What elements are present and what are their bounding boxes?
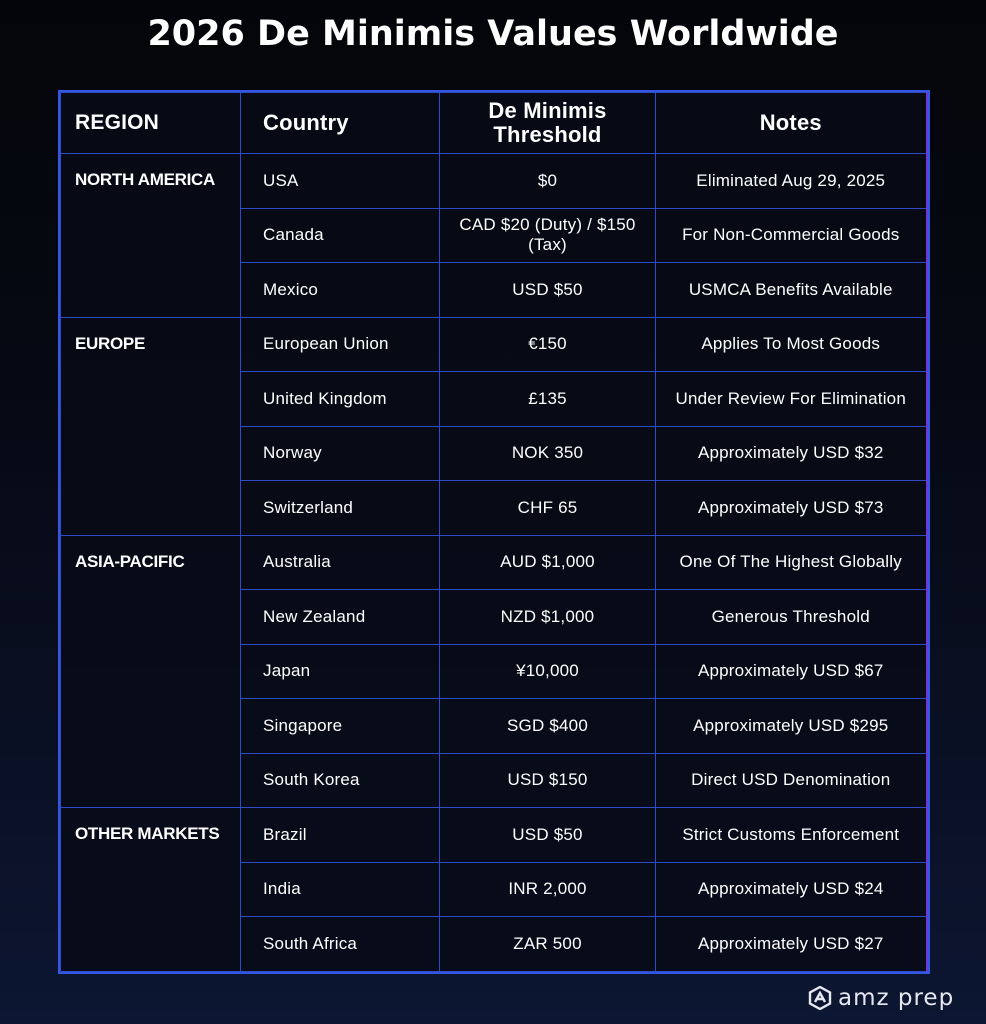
header-cell: REGION	[60, 92, 241, 154]
country-cell: United Kingdom	[240, 371, 440, 427]
threshold-cell: £135	[439, 371, 656, 427]
table-row: NORTH AMERICA USA $0 Eliminated Aug 29, 202…	[60, 153, 928, 318]
table-row: Norway NOK 350 Approximately USD $32	[61, 425, 928, 481]
threshold-cell: NOK 350	[439, 425, 656, 481]
country-cell: India	[240, 861, 440, 917]
region-cell: OTHER MARKETS	[60, 807, 241, 972]
table-row: South Korea USD $150 Direct USD Denominati…	[61, 752, 928, 808]
notes-cell: Approximately USD $32	[655, 425, 928, 481]
table-row: EUROPE European Union €150 Applies To Most …	[60, 316, 928, 536]
country-cell: South Africa	[240, 916, 440, 972]
table-row: Canada CAD $20 (Duty) / $150 (Tax) For Non…	[61, 207, 928, 263]
de-minimis-table: REGION Country De Minimis Threshold Notes N…	[58, 90, 930, 974]
country-cell: Mexico	[240, 262, 440, 318]
region-cell: ASIA-PACIFIC	[60, 534, 241, 808]
country-cell: Switzerland	[240, 480, 440, 536]
country-cell: European Union	[240, 316, 440, 372]
threshold-cell: ZAR 500	[439, 916, 656, 972]
notes-cell: Applies To Most Goods	[655, 316, 928, 372]
country-cell: Norway	[240, 425, 440, 481]
threshold-cell: CAD $20 (Duty) / $150 (Tax)	[439, 207, 656, 263]
notes-cell: Under Review For Elimination	[655, 371, 928, 427]
country-cell: Japan	[240, 643, 440, 699]
notes-cell: Strict Customs Enforcement	[655, 807, 928, 863]
country-cell: Brazil	[240, 807, 440, 863]
country-cell: New Zealand	[240, 589, 440, 645]
table-row: Japan ¥10,000 Approximately USD $67	[61, 643, 928, 699]
notes-cell: For Non-Commercial Goods	[655, 207, 928, 263]
header-row: REGION Country De Minimis Threshold Notes	[60, 92, 928, 154]
header-cell: De Minimis Threshold	[439, 92, 656, 154]
table-row: ASIA-PACIFIC Australia AUD $1,000 One Of Th…	[60, 534, 928, 808]
threshold-cell: NZD $1,000	[439, 589, 656, 645]
notes-cell: Approximately USD $73	[655, 480, 928, 536]
title: 2026 De Minimis Values Worldwide	[147, 14, 839, 54]
notes-cell: Eliminated Aug 29, 2025	[655, 153, 928, 209]
country-cell: Canada	[240, 207, 440, 263]
notes-cell: Approximately USD $67	[655, 643, 928, 699]
country-cell: Australia	[240, 534, 440, 590]
table-row: India INR 2,000 Approximately USD $24	[61, 861, 928, 917]
logo-text: amz prep	[838, 985, 955, 1011]
notes-cell: One Of The Highest Globally	[655, 534, 928, 590]
threshold-cell: USD $50	[439, 262, 656, 318]
threshold-cell: INR 2,000	[439, 861, 656, 917]
region-cell: NORTH AMERICA	[60, 153, 241, 318]
notes-cell: Approximately USD $24	[655, 861, 928, 917]
table-row: South Africa ZAR 500 Approximately USD $27	[61, 916, 928, 972]
table-row: New Zealand NZD $1,000 Generous Threshold	[61, 589, 928, 645]
country-cell: Singapore	[240, 698, 440, 754]
threshold-cell: ¥10,000	[439, 643, 656, 699]
threshold-cell: AUD $1,000	[439, 534, 656, 590]
threshold-cell: USD $50	[439, 807, 656, 863]
country-cell: USA	[240, 153, 440, 209]
region-cell: EUROPE	[60, 316, 241, 536]
threshold-cell: €150	[439, 316, 656, 372]
table-row: OTHER MARKETS Brazil USD $50 Strict Customs…	[60, 807, 928, 972]
country-cell: South Korea	[240, 752, 440, 808]
notes-cell: Approximately USD $295	[655, 698, 928, 754]
header-cell: Country	[240, 92, 440, 154]
table-row: Singapore SGD $400 Approximately USD $295	[61, 698, 928, 754]
threshold-cell: SGD $400	[439, 698, 656, 754]
notes-cell: Generous Threshold	[655, 589, 928, 645]
table-body: NORTH AMERICA USA $0 Eliminated Aug 29, 202…	[60, 153, 928, 972]
header-cell: Notes	[655, 92, 928, 154]
table-row: Mexico USD $50 USMCA Benefits Available	[61, 262, 928, 318]
notes-cell: Direct USD Denomination	[655, 752, 928, 808]
logo-icon	[808, 986, 832, 1010]
logo: amz prep	[808, 985, 954, 1011]
threshold-cell: USD $150	[439, 752, 656, 808]
notes-cell: Approximately USD $27	[655, 916, 928, 972]
notes-cell: USMCA Benefits Available	[655, 262, 928, 318]
threshold-cell: CHF 65	[439, 480, 656, 536]
threshold-cell: $0	[439, 153, 656, 209]
